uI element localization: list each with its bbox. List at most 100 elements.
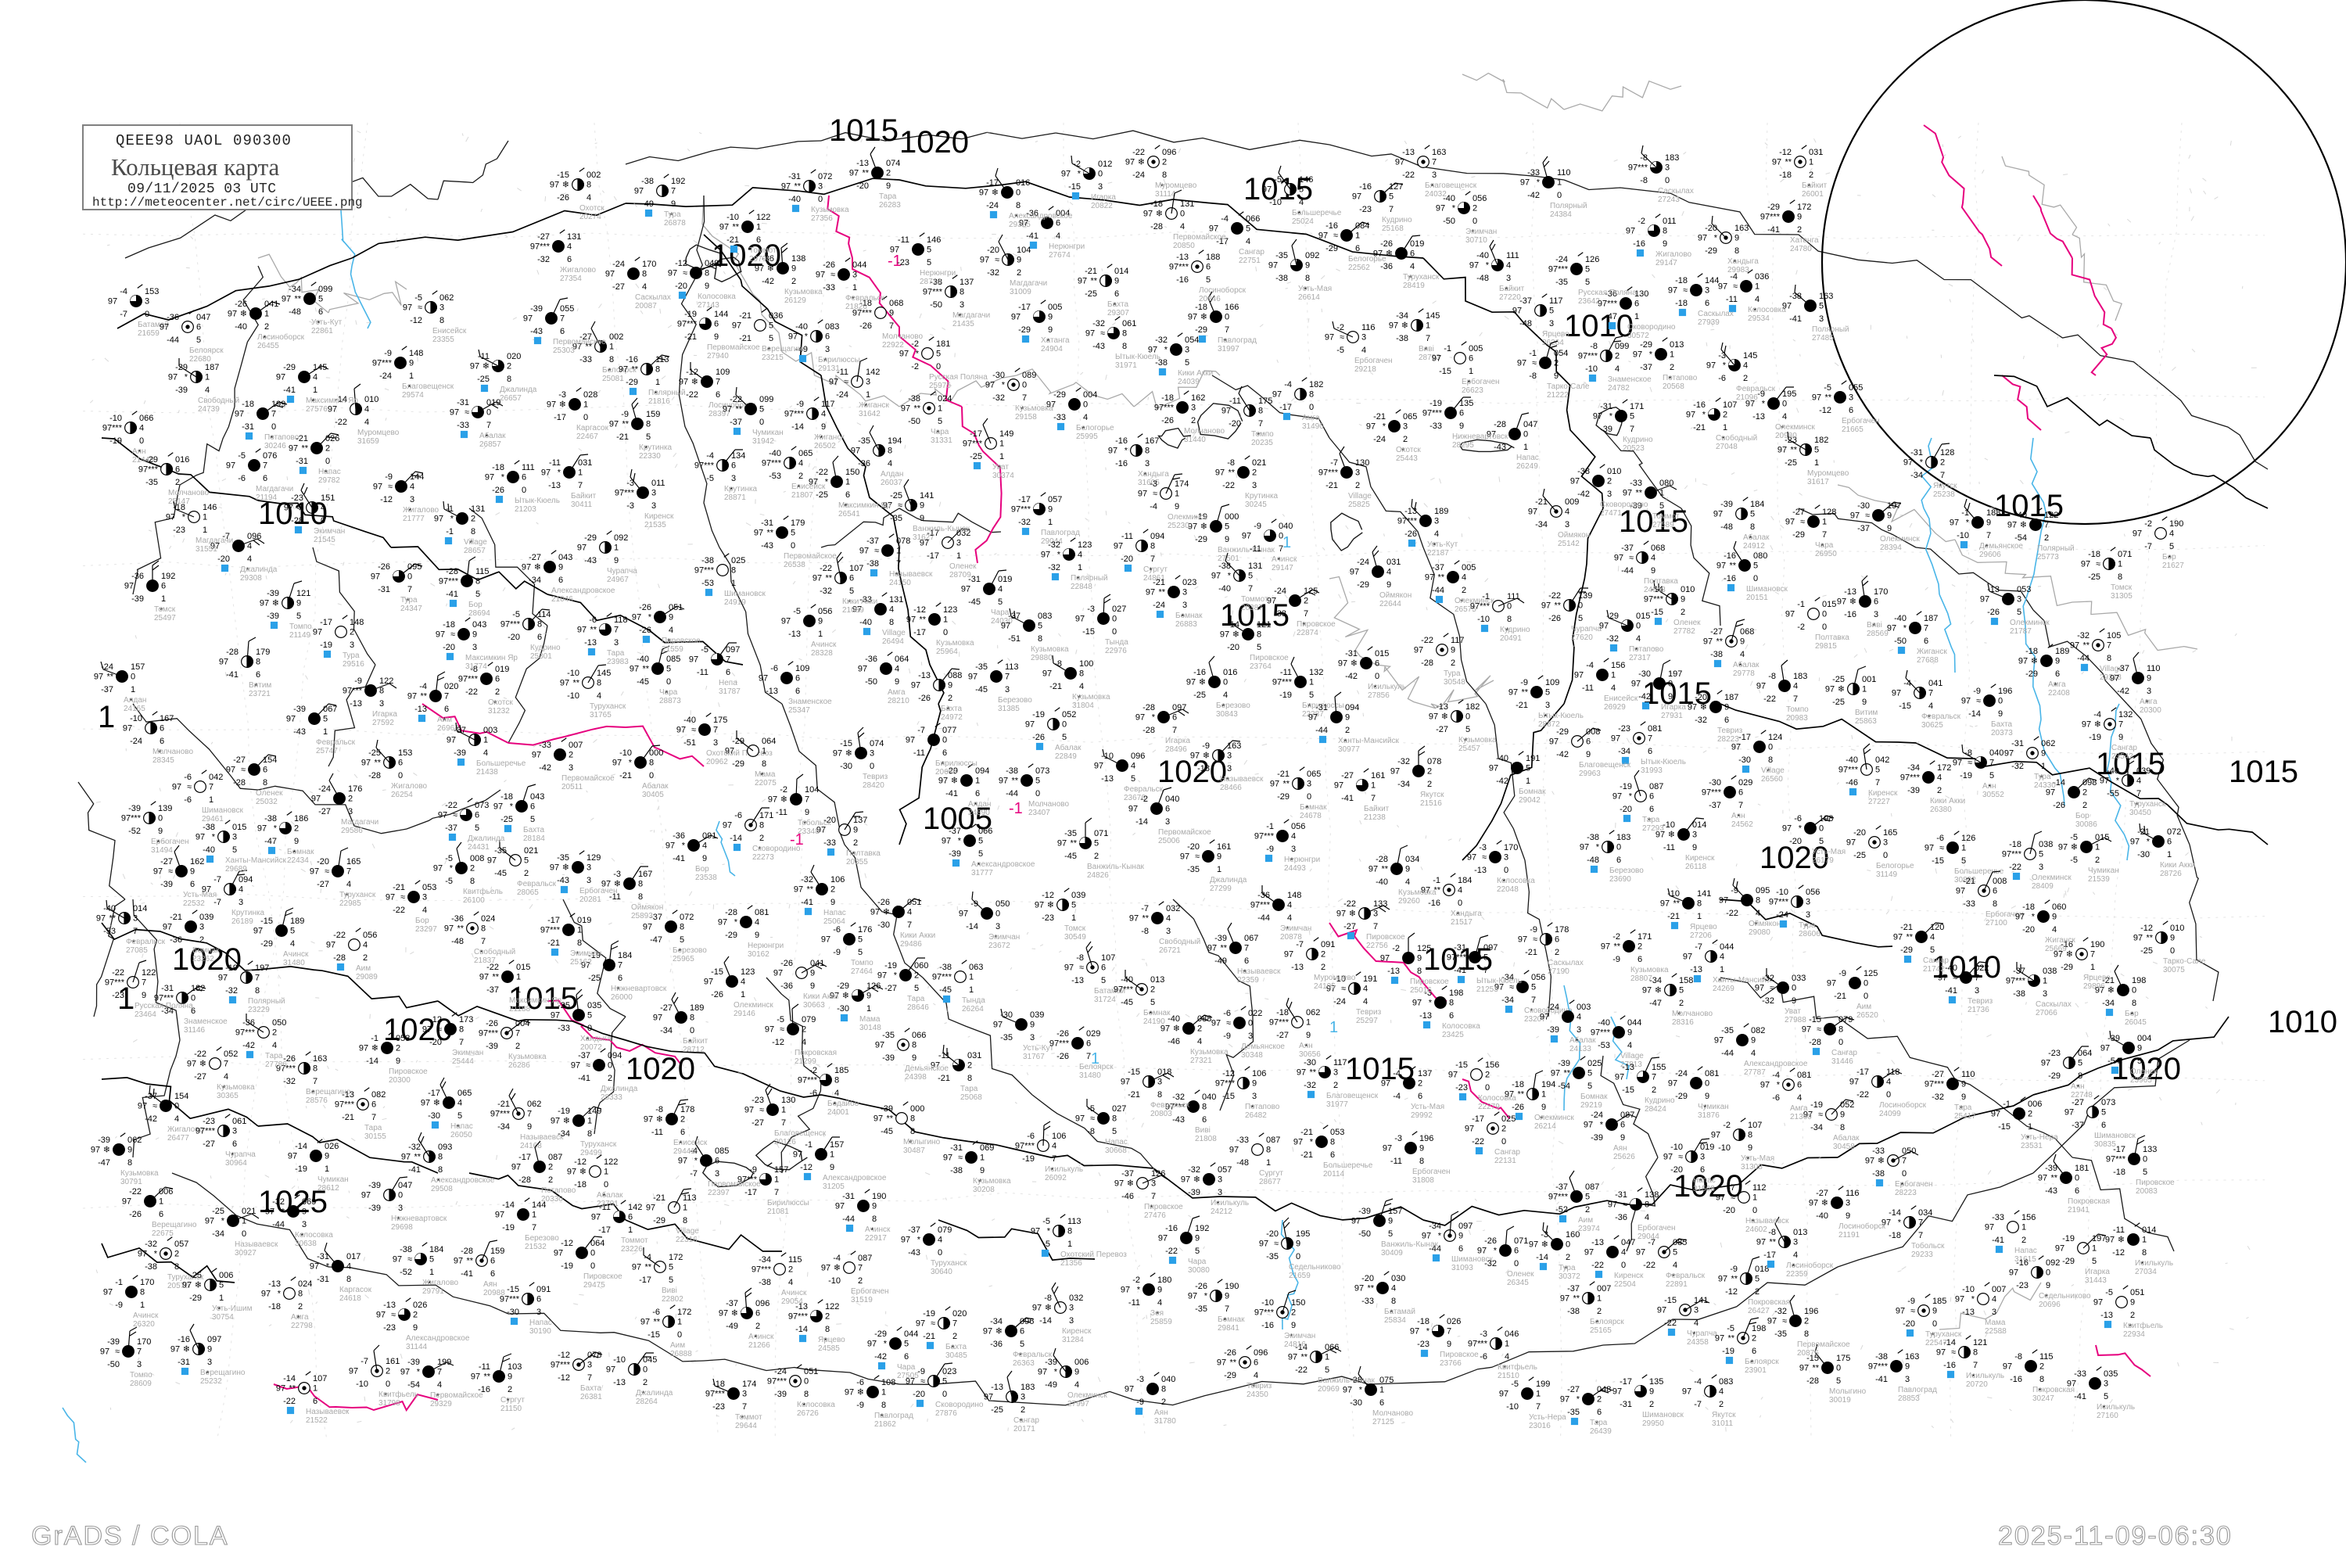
svg-text:4: 4: [2169, 529, 2174, 539]
svg-text:186: 186: [294, 814, 308, 823]
svg-text:2: 2: [548, 1163, 553, 1172]
svg-text:0: 0: [590, 1249, 595, 1258]
svg-text:-30: -30: [2137, 850, 2150, 859]
svg-text:3: 3: [651, 489, 656, 498]
svg-text:-22: -22: [393, 906, 405, 915]
svg-text:-39: -39: [107, 1337, 120, 1347]
svg-text:2: 2: [471, 515, 475, 524]
svg-text:97: 97: [265, 1207, 274, 1217]
svg-text:3: 3: [1165, 817, 1170, 827]
svg-text:020: 020: [444, 682, 458, 691]
svg-text:31446: 31446: [1831, 1057, 1853, 1066]
svg-text:9: 9: [886, 181, 891, 191]
svg-text:3: 3: [715, 1169, 719, 1179]
svg-text:5: 5: [2092, 1257, 2097, 1266]
svg-text:-24: -24: [1373, 435, 1386, 444]
svg-text:9: 9: [1048, 313, 1053, 322]
svg-text:-22: -22: [1165, 1247, 1178, 1256]
svg-text:3: 3: [1975, 986, 1979, 996]
svg-text:079: 079: [938, 1225, 952, 1235]
svg-text:Березово: Березово: [1609, 867, 1644, 875]
svg-text:Сургут: Сургут: [1259, 1169, 1283, 1178]
svg-text:Ачинск: Ачинск: [748, 1333, 774, 1341]
svg-text:Муромцево: Муромцево: [1155, 181, 1197, 190]
svg-text:Вивi: Вивi: [1867, 621, 1882, 630]
svg-text:***: ***: [932, 288, 943, 297]
svg-text:4: 4: [1751, 1049, 1756, 1058]
svg-text:6: 6: [232, 1139, 237, 1149]
svg-text:6: 6: [398, 759, 403, 768]
svg-text:**: **: [1220, 944, 1227, 953]
svg-text:-46: -46: [1846, 778, 1858, 788]
svg-text:97: 97: [490, 1110, 500, 1119]
svg-text:-25: -25: [1832, 698, 1845, 707]
svg-text:97: 97: [849, 169, 859, 178]
svg-text:2: 2: [759, 834, 764, 843]
svg-text:22359: 22359: [1237, 976, 1259, 985]
svg-text:-31: -31: [1345, 649, 1358, 658]
svg-text:165: 165: [346, 857, 361, 867]
svg-text:Оймякон: Оймякон: [1379, 591, 1412, 600]
svg-text:0: 0: [804, 1377, 809, 1387]
svg-text:5: 5: [1753, 562, 1758, 571]
svg-text:-18: -18: [712, 1380, 725, 1389]
svg-text:8: 8: [439, 316, 444, 325]
svg-text:Пировское: Пировское: [389, 1067, 428, 1076]
svg-text:2: 2: [548, 1175, 553, 1185]
svg-text:Хатанга: Хатанга: [1790, 236, 1819, 245]
svg-text:191: 191: [1363, 974, 1377, 984]
svg-text:*: *: [1486, 261, 1490, 271]
svg-text:Байкит: Байкит: [571, 492, 597, 501]
svg-text:7: 7: [952, 1319, 957, 1329]
svg-text:016: 016: [1016, 178, 1030, 188]
svg-text:Охотский Перевоз: Охотский Перевоз: [1060, 1250, 1127, 1259]
svg-text:4: 4: [702, 841, 707, 851]
svg-text:3: 3: [1874, 610, 1878, 619]
svg-text:Ванжиль-Кынак: Ванжиль-Кынак: [1381, 1240, 1439, 1249]
svg-text:131: 131: [889, 595, 903, 605]
svg-text:21194: 21194: [256, 493, 278, 502]
svg-text:26037: 26037: [881, 479, 902, 487]
svg-text:1: 1: [1309, 678, 1314, 687]
svg-text:-22: -22: [1726, 909, 1738, 918]
svg-text:3: 3: [1157, 1078, 1162, 1087]
svg-text:≈: ≈: [691, 726, 696, 735]
svg-text:4: 4: [1719, 1387, 1724, 1397]
svg-text:3: 3: [1227, 764, 1232, 773]
svg-text:095: 095: [1756, 886, 1770, 895]
svg-text:29778: 29778: [1733, 669, 1755, 678]
svg-text:-6: -6: [184, 773, 192, 782]
svg-text:21149: 21149: [289, 631, 311, 640]
svg-text:≈: ≈: [391, 1311, 396, 1320]
svg-text:❄: ❄: [371, 1044, 378, 1053]
svg-text:7: 7: [1973, 1361, 1978, 1370]
svg-text:133: 133: [2143, 1145, 2157, 1154]
svg-text:-21: -21: [1049, 682, 1062, 691]
svg-text:30668: 30668: [1105, 1146, 1127, 1155]
svg-text:Исилькуль: Исилькуль: [1045, 1165, 1083, 1174]
svg-text:0: 0: [1180, 210, 1185, 219]
svg-text:-12: -12: [574, 1157, 586, 1167]
svg-text:085: 085: [1673, 1238, 1687, 1247]
svg-text:1: 1: [956, 551, 961, 561]
svg-text:27688: 27688: [1917, 656, 1939, 665]
svg-text:2: 2: [1418, 1079, 1422, 1089]
svg-text:Кузьмовка: Кузьмовка: [1398, 888, 1437, 897]
svg-text:-38: -38: [400, 1245, 412, 1254]
svg-text:97: 97: [959, 910, 968, 919]
svg-text:-52: -52: [400, 1268, 412, 1277]
svg-text:4: 4: [1078, 551, 1082, 560]
svg-text:≈: ≈: [115, 1347, 120, 1357]
svg-text:Квитфьель: Квитфьель: [2123, 1321, 2163, 1330]
svg-text:8: 8: [1804, 1329, 1809, 1339]
svg-text:-14: -14: [1227, 620, 1239, 630]
svg-text:2: 2: [1585, 1205, 1590, 1215]
svg-text:9: 9: [1627, 1028, 1632, 1038]
svg-text:-30: -30: [992, 371, 1005, 380]
svg-text:Исилькуль: Исилькуль: [1211, 1199, 1249, 1207]
svg-text:-1: -1: [115, 1278, 123, 1287]
svg-text:079: 079: [1838, 1015, 1853, 1024]
svg-text:5: 5: [1836, 1376, 1841, 1386]
svg-text:29791: 29791: [422, 1287, 444, 1296]
svg-text:1020: 1020: [383, 1013, 453, 1047]
